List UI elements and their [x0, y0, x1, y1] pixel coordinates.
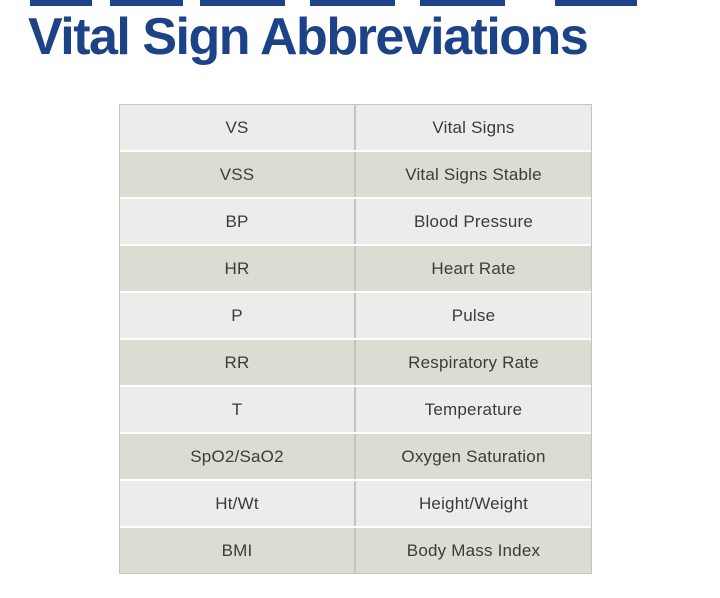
- abbreviation-cell: RR: [120, 340, 356, 385]
- table-row: VS Vital Signs: [120, 105, 591, 152]
- abbreviations-table: VS Vital Signs VSS Vital Signs Stable BP…: [119, 104, 592, 574]
- table-row: BP Blood Pressure: [120, 199, 591, 246]
- abbreviation-cell: VS: [120, 105, 356, 150]
- meaning-cell: Temperature: [356, 387, 591, 432]
- cropped-top-text-fragment: [555, 0, 637, 6]
- table-row: HR Heart Rate: [120, 246, 591, 293]
- abbreviation-cell: VSS: [120, 152, 356, 197]
- abbreviation-cell: BP: [120, 199, 356, 244]
- abbreviation-cell: T: [120, 387, 356, 432]
- meaning-cell: Vital Signs: [356, 105, 591, 150]
- meaning-cell: Respiratory Rate: [356, 340, 591, 385]
- table-row: T Temperature: [120, 387, 591, 434]
- table-row: SpO2/SaO2 Oxygen Saturation: [120, 434, 591, 481]
- abbreviation-cell: HR: [120, 246, 356, 291]
- cropped-top-text-fragment: [30, 0, 92, 6]
- meaning-cell: Vital Signs Stable: [356, 152, 591, 197]
- meaning-cell: Height/Weight: [356, 481, 591, 526]
- table-row: VSS Vital Signs Stable: [120, 152, 591, 199]
- table-row: P Pulse: [120, 293, 591, 340]
- meaning-cell: Oxygen Saturation: [356, 434, 591, 479]
- cropped-top-text-fragment: [310, 0, 395, 6]
- meaning-cell: Blood Pressure: [356, 199, 591, 244]
- table-row: BMI Body Mass Index: [120, 528, 591, 573]
- table-row: RR Respiratory Rate: [120, 340, 591, 387]
- page-title: Vital Sign Abbreviations: [28, 8, 589, 66]
- abbreviation-cell: BMI: [120, 528, 356, 573]
- cropped-top-text-fragment: [420, 0, 505, 6]
- abbreviation-cell: P: [120, 293, 356, 338]
- table-row: Ht/Wt Height/Weight: [120, 481, 591, 528]
- cropped-top-text-fragment: [200, 0, 285, 6]
- abbreviation-cell: SpO2/SaO2: [120, 434, 356, 479]
- meaning-cell: Heart Rate: [356, 246, 591, 291]
- meaning-cell: Body Mass Index: [356, 528, 591, 573]
- cropped-top-text-fragment: [110, 0, 183, 6]
- meaning-cell: Pulse: [356, 293, 591, 338]
- abbreviation-cell: Ht/Wt: [120, 481, 356, 526]
